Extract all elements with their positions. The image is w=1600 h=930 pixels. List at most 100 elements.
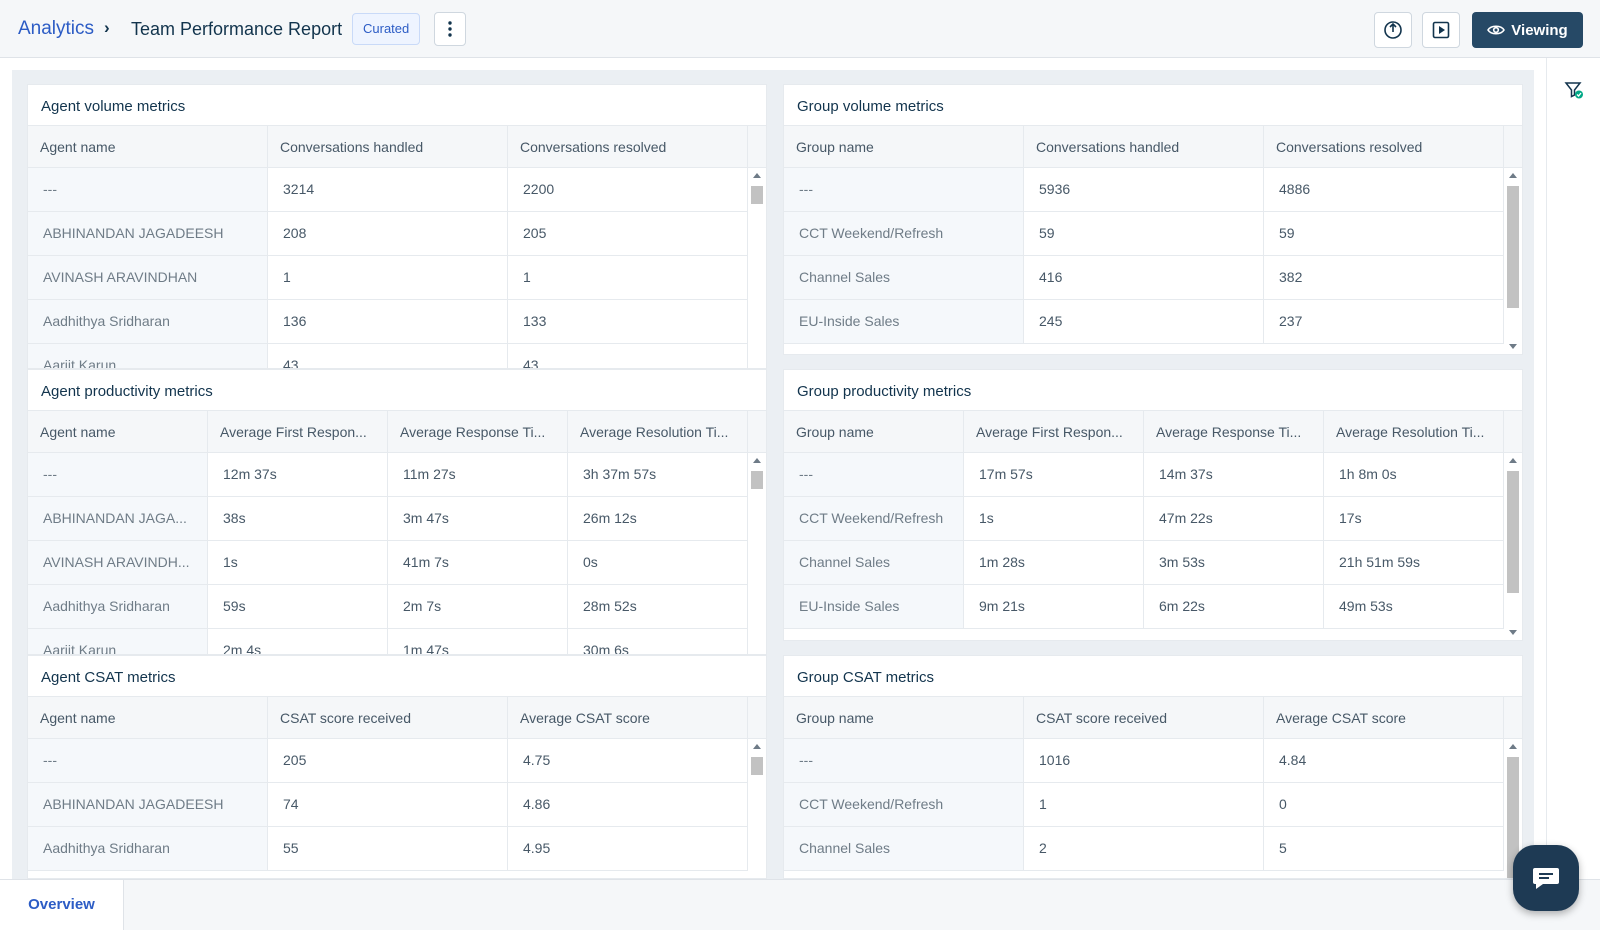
table-row[interactable]: Aarjit Karun 43 43: [28, 344, 748, 368]
agent-csat-widget: Agent CSAT metrics Agent name CSAT score …: [27, 655, 767, 879]
share-button[interactable]: [1374, 12, 1412, 48]
vertical-scrollbar[interactable]: [1504, 453, 1522, 640]
data-table: Agent name Average First Respon... Average…: [28, 410, 766, 654]
column-header[interactable]: Average Response Ti...: [1144, 411, 1324, 454]
scroll-up-icon[interactable]: [753, 744, 761, 749]
table-row[interactable]: Aadhithya Sridharan 59s 2m 7s 28m 52s: [28, 585, 748, 629]
more-options-button[interactable]: [434, 12, 466, 46]
table-row[interactable]: --- 3214 2200: [28, 168, 748, 212]
scrollbar-thumb[interactable]: [751, 757, 763, 775]
scroll-down-icon[interactable]: [1509, 630, 1517, 635]
present-button[interactable]: [1422, 12, 1460, 48]
table-cell: 1s: [964, 497, 1144, 540]
column-header[interactable]: Conversations handled: [268, 126, 508, 169]
table-cell: 43: [268, 344, 508, 368]
table-body[interactable]: --- 205 4.75 ABHINANDAN JAGADEESH 74 4.86 Aadh…: [28, 739, 748, 878]
table-body[interactable]: --- 12m 37s 11m 27s 3h 37m 57s ABHINANDAN JA…: [28, 453, 748, 654]
table-cell: 205: [508, 212, 748, 255]
vertical-scrollbar[interactable]: [748, 168, 766, 368]
column-header[interactable]: Agent name: [28, 126, 268, 169]
breadcrumb-separator: ›: [104, 18, 110, 37]
column-header[interactable]: Average Resolution Ti...: [1324, 411, 1504, 454]
table-cell: 14m 37s: [1144, 453, 1324, 496]
column-header[interactable]: Agent name: [28, 411, 208, 454]
column-header[interactable]: Average CSAT score: [1264, 697, 1504, 740]
row-label-cell: ABHINANDAN JAGADEESH: [28, 783, 268, 826]
table-row[interactable]: Channel Sales 416 382: [784, 256, 1504, 300]
row-label-cell: Channel Sales: [784, 541, 964, 584]
table-row[interactable]: ABHINANDAN JAGADEESH 74 4.86: [28, 783, 748, 827]
table-row[interactable]: --- 12m 37s 11m 27s 3h 37m 57s: [28, 453, 748, 497]
table-row[interactable]: EU-Inside Sales 9m 21s 6m 22s 49m 53s: [784, 585, 1504, 629]
scrollbar-thumb[interactable]: [1507, 757, 1519, 878]
table-row[interactable]: EU-Inside Sales 245 237: [784, 300, 1504, 344]
column-header[interactable]: Group name: [784, 697, 1024, 740]
table-cell: 47m 22s: [1144, 497, 1324, 540]
scroll-up-icon[interactable]: [753, 458, 761, 463]
report-header: Analytics › Team Performance Report Cura…: [0, 0, 1600, 58]
row-label-cell: AVINASH ARAVINDHAN: [28, 256, 268, 299]
column-header[interactable]: Average Response Ti...: [388, 411, 568, 454]
table-row[interactable]: --- 5936 4886: [784, 168, 1504, 212]
column-header[interactable]: Average Resolution Ti...: [568, 411, 748, 454]
table-header: Agent name Average First Respon... Average…: [28, 410, 766, 454]
viewing-mode-button[interactable]: Viewing: [1472, 12, 1583, 48]
column-header[interactable]: Conversations resolved: [508, 126, 748, 169]
vertical-scrollbar[interactable]: [748, 453, 766, 654]
row-label-cell: ---: [784, 168, 1024, 211]
table-cell: 4.84: [1264, 739, 1504, 782]
table-row[interactable]: Aadhithya Sridharan 55 4.95: [28, 827, 748, 871]
column-header[interactable]: Conversations handled: [1024, 126, 1264, 169]
column-header[interactable]: CSAT score received: [1024, 697, 1264, 740]
vertical-scrollbar[interactable]: [1504, 168, 1522, 354]
tab-overview[interactable]: Overview: [0, 880, 124, 930]
vertical-scrollbar[interactable]: [1504, 739, 1522, 878]
table-row[interactable]: AVINASH ARAVINDHAN 1 1: [28, 256, 748, 300]
chat-launcher-button[interactable]: [1513, 845, 1579, 911]
scrollbar-thumb[interactable]: [1507, 186, 1519, 308]
table-body[interactable]: --- 5936 4886 CCT Weekend/Refresh 59 59 Channe…: [784, 168, 1504, 354]
row-label-cell: CCT Weekend/Refresh: [784, 212, 1024, 255]
scroll-up-icon[interactable]: [1509, 458, 1517, 463]
breadcrumb-analytics-link[interactable]: Analytics: [18, 18, 95, 39]
table-row[interactable]: CCT Weekend/Refresh 1 0: [784, 783, 1504, 827]
scroll-down-icon[interactable]: [1509, 344, 1517, 349]
column-header[interactable]: Average CSAT score: [508, 697, 748, 740]
vertical-scrollbar[interactable]: [748, 739, 766, 878]
table-row[interactable]: --- 205 4.75: [28, 739, 748, 783]
column-header[interactable]: Agent name: [28, 697, 268, 740]
table-body[interactable]: --- 3214 2200 ABHINANDAN JAGADEESH 208 205 AVI…: [28, 168, 748, 368]
table-row[interactable]: CCT Weekend/Refresh 1s 47m 22s 17s: [784, 497, 1504, 541]
table-cell: 2m 4s: [208, 629, 388, 654]
table-row[interactable]: ABHINANDAN JAGADEESH 208 205: [28, 212, 748, 256]
table-row[interactable]: Aarjit Karun 2m 4s 1m 47s 30m 6s: [28, 629, 748, 654]
table-row[interactable]: --- 1016 4.84: [784, 739, 1504, 783]
table-body[interactable]: --- 1016 4.84 CCT Weekend/Refresh 1 0 Channel …: [784, 739, 1504, 878]
column-header[interactable]: Conversations resolved: [1264, 126, 1504, 169]
column-header[interactable]: Group name: [784, 126, 1024, 169]
column-header[interactable]: Average First Respon...: [964, 411, 1144, 454]
column-header[interactable]: CSAT score received: [268, 697, 508, 740]
column-header[interactable]: Average First Respon...: [208, 411, 388, 454]
scrollbar-thumb[interactable]: [751, 471, 763, 489]
data-table: Group name CSAT score received Average CSA…: [784, 696, 1522, 878]
filter-icon[interactable]: [1564, 80, 1584, 100]
table-cell: 4.86: [508, 783, 748, 826]
curated-badge: Curated: [352, 13, 421, 45]
column-header[interactable]: Group name: [784, 411, 964, 454]
table-row[interactable]: Channel Sales 2 5: [784, 827, 1504, 871]
scrollbar-thumb[interactable]: [751, 186, 763, 204]
table-row[interactable]: ABHINANDAN JAGA... 38s 3m 47s 26m 12s: [28, 497, 748, 541]
table-body[interactable]: --- 17m 57s 14m 37s 1h 8m 0s CCT Weekend/Ref…: [784, 453, 1504, 640]
scroll-up-icon[interactable]: [753, 173, 761, 178]
table-row[interactable]: Aadhithya Sridharan 136 133: [28, 300, 748, 344]
table-row[interactable]: Channel Sales 1m 28s 3m 53s 21h 51m 59s: [784, 541, 1504, 585]
table-row[interactable]: AVINASH ARAVINDH... 1s 41m 7s 0s: [28, 541, 748, 585]
table-cell: 1m 47s: [388, 629, 568, 654]
scroll-up-icon[interactable]: [1509, 173, 1517, 178]
scrollbar-thumb[interactable]: [1507, 471, 1519, 593]
widget-title: Group volume metrics: [797, 98, 944, 115]
table-row[interactable]: CCT Weekend/Refresh 59 59: [784, 212, 1504, 256]
scroll-up-icon[interactable]: [1509, 744, 1517, 749]
table-row[interactable]: --- 17m 57s 14m 37s 1h 8m 0s: [784, 453, 1504, 497]
